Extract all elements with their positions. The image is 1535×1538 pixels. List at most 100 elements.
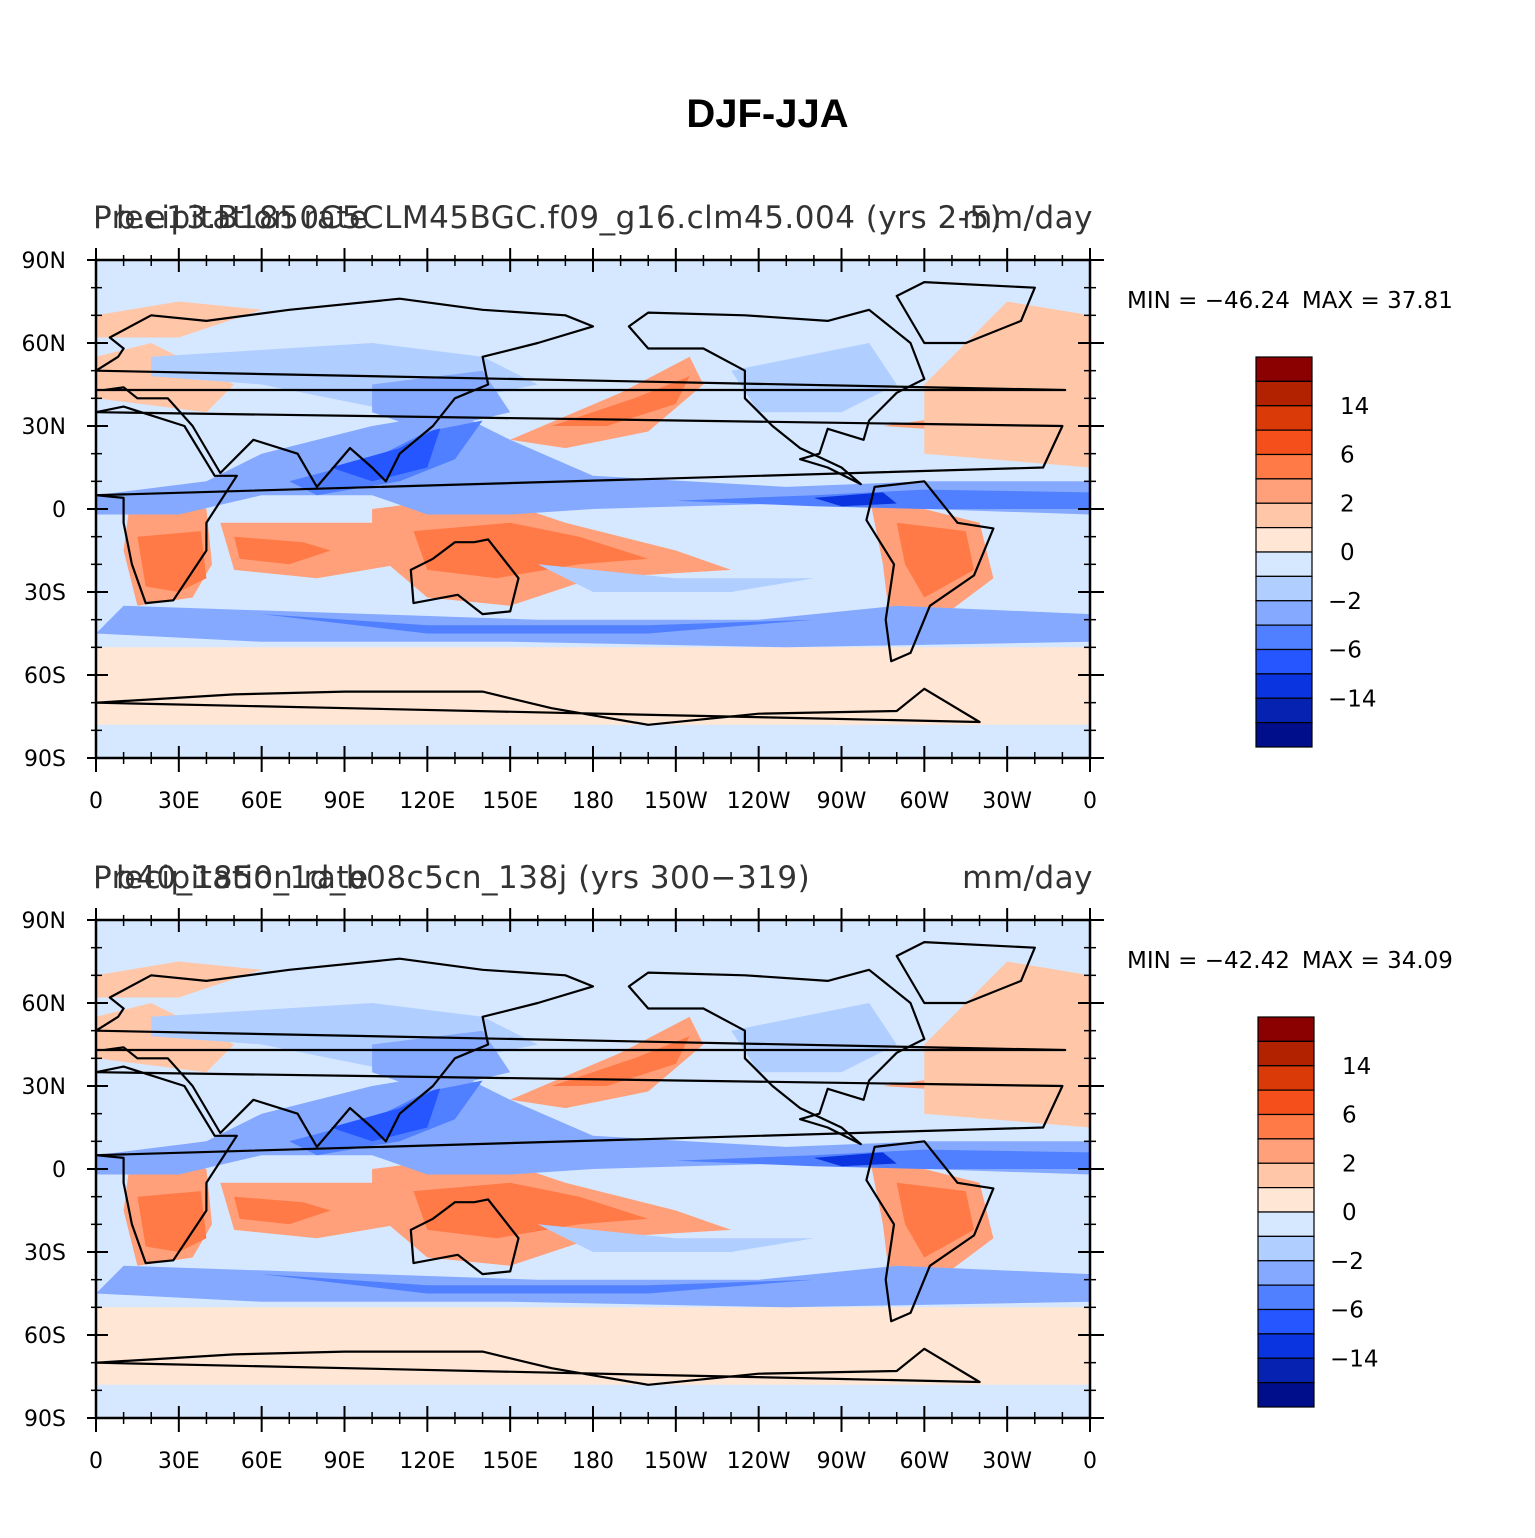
precip-region: [731, 1003, 897, 1073]
lat-label: 90N: [22, 909, 66, 934]
precip-region: [261, 614, 814, 634]
colorbar-swatch: [1255, 527, 1313, 553]
colorbar-label: 2: [1342, 1151, 1357, 1177]
coastline: [409, 538, 520, 616]
lon-label: 60W: [899, 1449, 949, 1474]
units-label: mm/day: [962, 860, 1093, 896]
precip-region: [261, 1274, 814, 1294]
lon-label: 30W: [982, 789, 1032, 814]
lon-label: 30W: [982, 1449, 1032, 1474]
colorbar-label: −2: [1328, 589, 1362, 615]
precip-region: [330, 1086, 442, 1142]
colorbar-label: −2: [1330, 1249, 1364, 1275]
colorbar-swatch: [1257, 1382, 1315, 1408]
colorbar-swatch: [1257, 1284, 1315, 1311]
lat-label: 30S: [24, 581, 66, 606]
coastline: [865, 1140, 995, 1323]
colorbar-swatch: [1257, 1065, 1315, 1091]
lon-label: 90W: [817, 1449, 867, 1474]
map-svg: 90N 60N 30N 0 30S 60S 90S 0 30E 60E 90E 120E 150E 180…: [22, 908, 1379, 1474]
case-label: b40_1850_1d_b08c5cn_138j (yrs 300−319): [116, 860, 811, 896]
precip-region: [96, 1307, 1090, 1385]
colorbar-label: 14: [1340, 394, 1369, 420]
lon-label: 60E: [241, 1449, 283, 1474]
lon-label: 120W: [727, 789, 791, 814]
coastline: [627, 968, 926, 1146]
lon-label: 120E: [399, 1449, 455, 1474]
lon-label: 150E: [482, 1449, 538, 1474]
colorbar-swatch: [1257, 1211, 1315, 1237]
lon-label: 0: [1083, 1449, 1097, 1474]
max-value: MAX = 34.09: [1301, 948, 1453, 974]
colorbar-swatch: [1257, 1187, 1315, 1213]
colorbar: 14 6 2 0 −2 −6 −14: [1257, 1016, 1379, 1408]
colorbar-swatch: [1255, 380, 1313, 407]
lon-label: 150W: [644, 1449, 708, 1474]
lon-label: 60E: [241, 789, 283, 814]
precip-region: [551, 1036, 690, 1086]
lat-label: 0: [52, 1158, 66, 1183]
map-panel-bottom: 90N 60N 30N 0 30S 60S 90S 0 30E 60E 90E 120E 150E 180…: [0, 850, 1535, 1510]
coastline: [409, 1198, 520, 1276]
precip-region: [413, 1182, 649, 1239]
coastline: [94, 405, 1064, 605]
colorbar-swatch: [1257, 1260, 1315, 1286]
precip-region: [96, 961, 262, 998]
precip-region: [896, 522, 974, 598]
lon-label: 150W: [644, 789, 708, 814]
lon-label: 30E: [158, 789, 200, 814]
min-value: MIN = −46.24: [1127, 288, 1290, 314]
lat-label: 30N: [22, 415, 66, 440]
precip-region: [813, 1152, 897, 1167]
colorbar-swatch: [1255, 478, 1313, 504]
coastline: [94, 957, 1067, 1148]
colorbar-swatch: [1255, 405, 1313, 431]
precip-region: [896, 1182, 974, 1258]
map-field: [96, 920, 1090, 1418]
min-max-label: MIN = −42.42 MAX = 34.09: [1127, 948, 1465, 974]
map-svg: 90N 60N 30N 0 30S 60S 90S 0 30E 60E 90E 120E 150E 180…: [22, 248, 1377, 814]
colorbar-swatch: [1255, 551, 1313, 577]
lon-label: 0: [1083, 789, 1097, 814]
coastline: [895, 940, 1036, 1005]
lat-label: 60N: [22, 332, 66, 357]
lon-label: 150E: [482, 789, 538, 814]
precip-region: [551, 376, 690, 426]
lon-label: 180: [572, 1449, 614, 1474]
colorbar-swatch: [1255, 600, 1313, 626]
precip-region: [234, 536, 331, 565]
precip-region: [413, 522, 649, 579]
coastline: [94, 297, 1067, 488]
colorbar-label: 2: [1340, 491, 1355, 517]
coastline: [94, 1065, 1064, 1265]
lon-label: 0: [89, 1449, 103, 1474]
lon-label: 90W: [817, 789, 867, 814]
coastlines: [94, 280, 1067, 726]
lon-label: 120E: [399, 789, 455, 814]
colorbar-label: −14: [1330, 1346, 1379, 1372]
colorbar-swatch: [1257, 1333, 1315, 1359]
colorbar-swatch: [1255, 429, 1313, 456]
colorbar-swatch: [1257, 1089, 1315, 1116]
colorbar-swatch: [1255, 356, 1313, 382]
precip-region: [96, 343, 235, 413]
case-label: b.e13.B1850C5CLM45BGC.f09_g16.clm45.004 …: [116, 200, 1003, 236]
min-value: MIN = −42.42: [1127, 948, 1290, 974]
colorbar-swatch: [1255, 673, 1313, 699]
colorbar-label: 6: [1340, 443, 1355, 469]
precip-region: [813, 492, 897, 507]
colorbar-swatch: [1255, 453, 1313, 480]
map-panel-top: 90N 60N 30N 0 30S 60S 90S 0 30E 60E 90E 120E 150E 180…: [0, 190, 1535, 850]
lat-label: 30N: [22, 1075, 66, 1100]
units-label: mm/day: [962, 200, 1093, 236]
colorbar-swatch: [1255, 624, 1313, 651]
min-max-label: MIN = −46.24 MAX = 37.81: [1127, 288, 1465, 314]
colorbar-label: 0: [1340, 540, 1355, 566]
colorbar-label: −6: [1330, 1298, 1364, 1324]
precip-region: [137, 1191, 207, 1252]
colorbar-swatch: [1257, 1040, 1315, 1067]
lat-label: 90S: [24, 1407, 66, 1432]
colorbar-swatch: [1257, 1162, 1315, 1189]
precip-region: [96, 1003, 235, 1073]
lat-label: 30S: [24, 1241, 66, 1266]
